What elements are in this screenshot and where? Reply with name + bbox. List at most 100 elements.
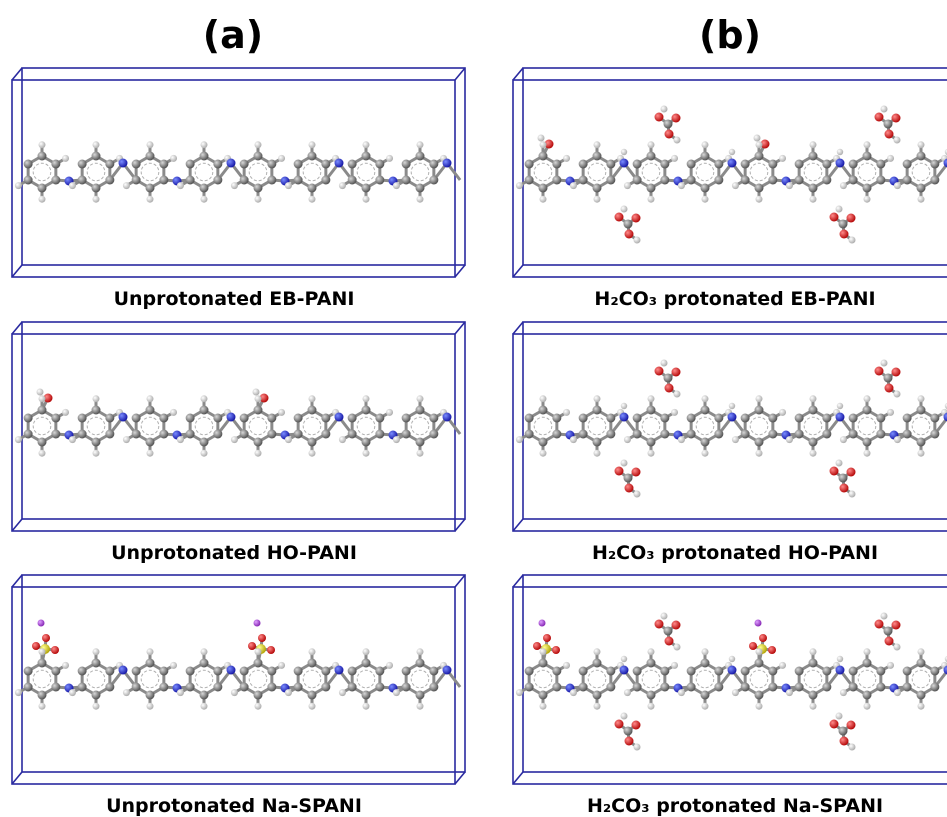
- atom: [621, 403, 627, 409]
- atom: [836, 666, 845, 675]
- atom: [308, 438, 317, 447]
- atom: [147, 196, 154, 203]
- atom: [105, 430, 114, 439]
- cell-edge: [455, 575, 465, 587]
- atom: [647, 152, 656, 161]
- panel: [12, 322, 465, 531]
- atom: [795, 414, 804, 423]
- atom: [201, 648, 208, 655]
- atom: [579, 160, 588, 169]
- atom: [348, 414, 357, 423]
- atom: [540, 450, 547, 457]
- atom: [779, 409, 786, 416]
- atom: [339, 689, 346, 696]
- atom: [756, 196, 763, 203]
- atom: [917, 659, 926, 668]
- atom: [267, 160, 276, 169]
- atom: [741, 176, 750, 185]
- atom: [339, 436, 346, 443]
- atom: [159, 683, 168, 692]
- atom: [661, 613, 668, 620]
- atom: [386, 662, 393, 669]
- atom: [593, 152, 602, 161]
- caption: H₂CO₃ protonated EB-PANI: [594, 288, 875, 310]
- atom: [768, 430, 777, 439]
- atom: [647, 438, 656, 447]
- atom: [701, 152, 710, 161]
- atom: [540, 196, 547, 203]
- atom: [348, 160, 357, 169]
- atom: [665, 130, 674, 139]
- atom: [647, 184, 656, 193]
- atom: [348, 176, 357, 185]
- atom: [15, 689, 22, 696]
- atom: [864, 703, 871, 710]
- atom: [741, 667, 750, 676]
- caption: Unprotonated HO-PANI: [111, 542, 357, 564]
- ring: [750, 670, 768, 688]
- atom: [674, 391, 681, 398]
- column-label: (b): [699, 13, 761, 57]
- atom: [885, 130, 894, 139]
- atom: [810, 395, 817, 402]
- atom: [39, 648, 46, 655]
- atom: [621, 206, 628, 213]
- atom: [24, 414, 33, 423]
- atom: [563, 409, 570, 416]
- atom: [429, 683, 438, 692]
- cell-edge: [455, 265, 465, 277]
- atom: [92, 152, 101, 161]
- caption: H₂CO₃ protonated HO-PANI: [592, 542, 878, 564]
- atom: [363, 196, 370, 203]
- atom: [714, 667, 723, 676]
- atom: [660, 430, 669, 439]
- panel: [513, 68, 947, 277]
- atom: [840, 182, 847, 189]
- atom: [147, 141, 154, 148]
- atom: [633, 430, 642, 439]
- atom: [248, 642, 256, 650]
- atom: [732, 689, 739, 696]
- caption: Unprotonated Na-SPANI: [106, 795, 362, 817]
- atom: [119, 159, 128, 168]
- atom: [881, 360, 888, 367]
- atom: [231, 689, 238, 696]
- atom: [655, 620, 664, 629]
- atom: [660, 414, 669, 423]
- atom: [93, 141, 100, 148]
- atom: [892, 368, 901, 377]
- atom: [278, 155, 285, 162]
- ring: [411, 670, 429, 688]
- atom: [386, 155, 393, 162]
- atom: [840, 689, 847, 696]
- atom: [348, 667, 357, 676]
- atom: [768, 683, 777, 692]
- atom: [38, 691, 47, 700]
- atom: [552, 667, 561, 676]
- atom: [863, 406, 872, 415]
- ring: [912, 163, 930, 181]
- atom: [51, 646, 59, 654]
- atom: [917, 406, 926, 415]
- atom: [728, 666, 737, 675]
- atom: [552, 683, 561, 692]
- atom: [240, 176, 249, 185]
- atom: [147, 395, 154, 402]
- ring: [87, 417, 105, 435]
- atom: [348, 430, 357, 439]
- atom: [756, 703, 763, 710]
- atom: [754, 135, 761, 142]
- atom: [847, 214, 856, 223]
- atom: [755, 184, 764, 193]
- atom: [309, 141, 316, 148]
- atom: [837, 656, 843, 662]
- atom: [579, 683, 588, 692]
- atom: [655, 113, 664, 122]
- atom: [213, 414, 222, 423]
- atom: [308, 406, 317, 415]
- atom: [593, 691, 602, 700]
- atom: [177, 436, 184, 443]
- atom: [849, 430, 858, 439]
- cell-edge: [513, 519, 523, 531]
- panel: [12, 575, 465, 784]
